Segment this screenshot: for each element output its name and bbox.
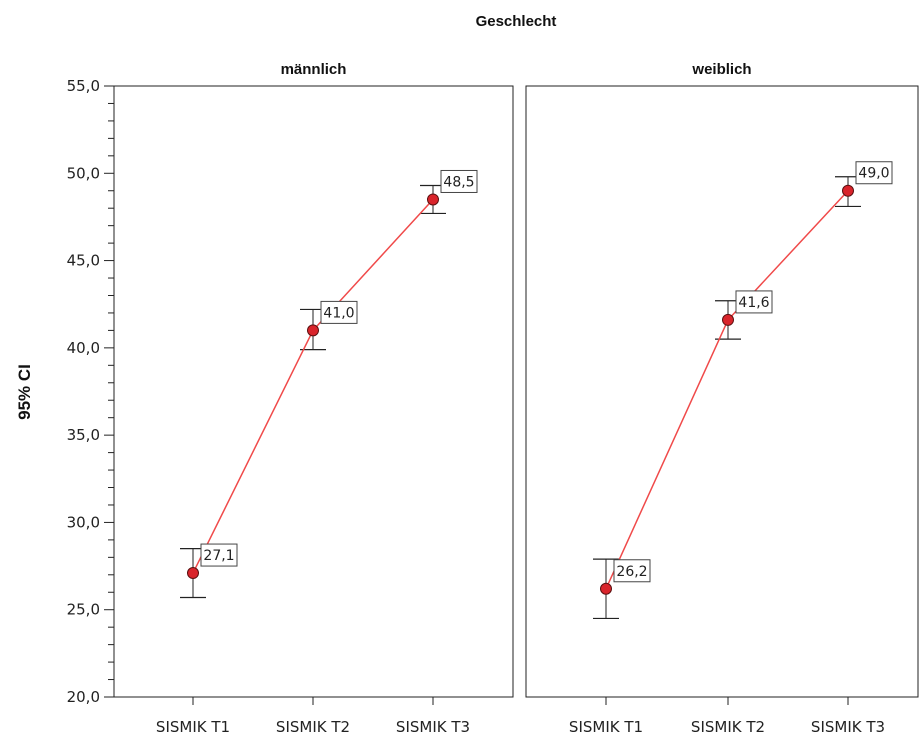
y-axis-label: 95% CI xyxy=(15,364,34,420)
data-label-box xyxy=(855,161,893,185)
data-point xyxy=(600,582,612,595)
data-label-box xyxy=(735,290,773,314)
y-tick-label: 45,0 xyxy=(67,252,100,270)
y-tick-label: 25,0 xyxy=(67,601,100,619)
y-tick-label: 55,0 xyxy=(67,77,100,95)
data-point xyxy=(427,193,439,206)
panel-weiblich: weiblich SISMIK T1 SISMIK T2 SISMIK T3 26,2 4… xyxy=(525,61,919,736)
x-tick-label: SISMIK T2 xyxy=(691,718,765,736)
y-tick-label: 40,0 xyxy=(67,339,100,357)
chart-title: Geschlecht xyxy=(476,13,557,30)
panel-frame xyxy=(525,85,919,698)
y-tick-label: 50,0 xyxy=(67,164,100,182)
data-label: 41,6 xyxy=(738,295,769,311)
data-point xyxy=(187,567,199,580)
data-label-box xyxy=(613,559,651,583)
y-tick-label: 35,0 xyxy=(67,426,100,444)
data-label: 41,0 xyxy=(323,305,354,321)
data-label: 26,2 xyxy=(616,564,647,580)
data-point xyxy=(722,313,734,326)
y-tick-label: 20,0 xyxy=(67,688,100,706)
data-label-box xyxy=(200,543,238,567)
y-tick-label: 30,0 xyxy=(67,513,100,531)
x-tick-label: SISMIK T3 xyxy=(811,718,885,736)
panel-title: männlich xyxy=(281,61,347,78)
data-label: 27,1 xyxy=(203,548,234,564)
data-label: 49,0 xyxy=(858,166,889,182)
panel-maennlich: männlich SISMIK T1 SISMIK T2 SISMIK T3 27,1 4… xyxy=(113,61,514,736)
x-tick-label: SISMIK T1 xyxy=(156,718,230,736)
series-line xyxy=(192,198,434,574)
data-label: 48,5 xyxy=(443,174,474,190)
data-label-box xyxy=(320,300,358,324)
x-tick-label: SISMIK T1 xyxy=(569,718,643,736)
plot-area: 20,0 25,0 30,0 35,0 40,0 45,0 50,0 55,0 männlich… xyxy=(67,61,919,736)
panel-title: weiblich xyxy=(691,61,751,78)
data-point xyxy=(842,184,854,197)
x-tick-label: SISMIK T3 xyxy=(396,718,470,736)
x-tick-label: SISMIK T2 xyxy=(276,718,350,736)
data-label-box xyxy=(440,169,478,193)
data-point xyxy=(307,324,319,337)
series-line xyxy=(605,190,849,590)
